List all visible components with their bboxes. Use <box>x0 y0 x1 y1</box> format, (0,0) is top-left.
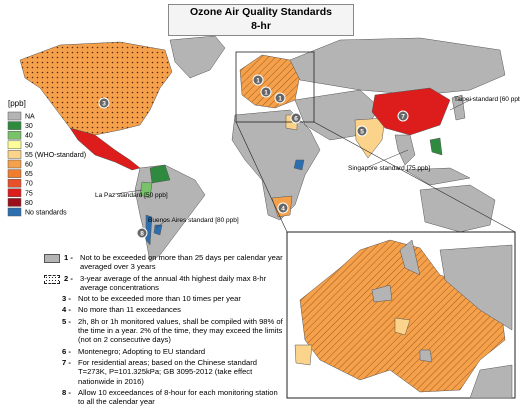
marker <box>277 202 289 214</box>
note: 2 - 3-year average of the annual 4th high… <box>44 274 284 293</box>
annotation: Singapore standard [75 ppb] <box>348 165 430 172</box>
annotation-leader <box>114 189 143 195</box>
marker-label: 3 <box>102 101 106 108</box>
inset-connector <box>235 121 288 233</box>
legend-swatch <box>7 111 22 121</box>
legend-label: 80 <box>25 200 33 207</box>
note-number: 3 - <box>62 294 71 304</box>
note-number: 2 - <box>64 273 73 283</box>
note: 3 - Not to be exceeded more than 10 times… <box>44 294 284 303</box>
note-text: 3-year average of the annual 4th highest… <box>80 273 267 292</box>
marker-label: 4 <box>281 206 285 213</box>
note-number: 8 - <box>62 387 71 397</box>
legend-swatch <box>7 178 22 188</box>
marker-label: 7 <box>401 114 405 121</box>
legend-unit: [ppb] <box>8 99 26 108</box>
note-symbol <box>44 306 58 313</box>
inset-connector <box>313 121 516 233</box>
marker-label: 5 <box>360 129 364 136</box>
legend-swatch <box>7 159 22 169</box>
subtitle: 8-hr <box>251 20 271 32</box>
note-symbol <box>44 318 58 325</box>
annotation: Taipei standard [60 ppb] <box>454 96 520 103</box>
note: 5 - 2h, 8h or 1h monitored values, shall … <box>44 317 284 345</box>
marker <box>274 92 286 104</box>
note-number: 6 - <box>62 346 71 356</box>
note: 4 - No more than 11 exceedances <box>44 305 284 314</box>
marker-label: 1 <box>256 78 260 85</box>
note-text: Not to be exceeded on more than 25 days … <box>80 253 283 272</box>
marker <box>260 86 272 98</box>
marker <box>397 110 409 122</box>
marker-label: 1 <box>278 96 282 103</box>
legend-swatch <box>7 130 22 140</box>
note-symbol <box>44 359 58 366</box>
note-symbol <box>44 389 58 396</box>
legend-swatch <box>7 140 22 150</box>
europe-inset <box>286 231 516 399</box>
world-map <box>19 35 506 263</box>
legend-label: 40 <box>25 133 33 140</box>
legend-swatch <box>7 121 22 130</box>
note-text: Not to be exceeded more than 10 times pe… <box>78 294 241 304</box>
inset-frame <box>235 51 315 123</box>
note-symbol <box>44 348 58 355</box>
annotation: Buenos Aires standard [80 ppb] <box>148 217 239 224</box>
note-text: Montenegro; Adopting to EU standard <box>78 346 206 356</box>
legend-swatch <box>7 207 22 217</box>
legend-swatch <box>7 169 22 178</box>
note: 6 - Montenegro; Adopting to EU standard <box>44 347 284 356</box>
note-symbol <box>44 274 60 284</box>
marker <box>252 74 264 86</box>
legend-label: 65 <box>25 171 33 178</box>
title: Ozone Air Quality Standards <box>190 6 332 18</box>
annotation-leader <box>155 218 169 229</box>
note: 8 - Allow 10 exceedances of 8-hour for ea… <box>44 388 284 407</box>
note-symbol <box>44 254 60 263</box>
note-text: For residential areas; based on the Chin… <box>78 357 257 386</box>
legend-label: 55 (WHO-standard) <box>25 152 86 159</box>
marker-label: 8 <box>140 231 144 238</box>
note-text: Allow 10 exceedances of 8-hour for each … <box>78 387 278 407</box>
note: 1 - Not to be exceeded on more than 25 da… <box>44 253 284 272</box>
marker <box>356 125 368 137</box>
marker <box>98 97 110 109</box>
note: 7 - For residential areas; based on the C… <box>44 358 284 386</box>
legend-label: 75 <box>25 190 33 197</box>
notes: 1 - Not to be exceeded on more than 25 da… <box>44 253 284 408</box>
annotation-leader <box>449 97 475 111</box>
legend-label: No standards <box>25 210 67 217</box>
marker-label: 6 <box>294 116 298 123</box>
note-number: 7 - <box>62 357 71 367</box>
note-symbol <box>44 295 58 302</box>
legend-label: 50 <box>25 142 33 149</box>
note-text: No more than 11 exceedances <box>78 305 181 315</box>
marker-label: 1 <box>264 90 268 97</box>
marker <box>136 227 148 239</box>
title-box: Ozone Air Quality Standards 8-hr <box>168 4 354 36</box>
note-number: 4 - <box>62 305 71 315</box>
legend-swatch <box>7 188 22 198</box>
note-number: 5 - <box>62 316 71 326</box>
legend-swatch <box>7 198 22 207</box>
note-number: 1 - <box>64 253 73 262</box>
marker <box>290 112 302 124</box>
legend-label: 30 <box>25 123 33 130</box>
legend-label: 70 <box>25 181 33 188</box>
annotation: La Paz standard [50 ppb] <box>95 192 168 199</box>
legend-label: 60 <box>25 162 33 169</box>
annotation-leader <box>367 149 409 168</box>
legend-label: NA <box>25 114 35 121</box>
legend-swatch <box>7 150 22 159</box>
note-text: 2h, 8h or 1h monitored values, shall be … <box>78 316 283 345</box>
